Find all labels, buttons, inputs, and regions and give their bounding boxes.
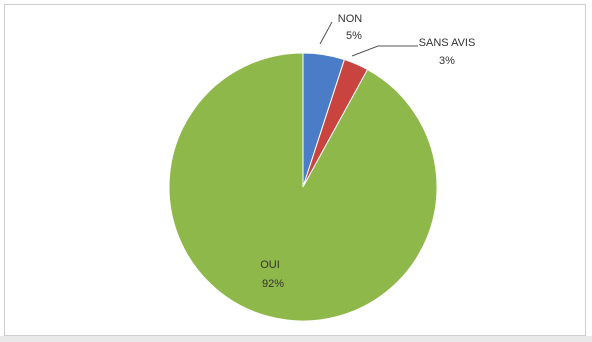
slice-label-oui: OUI [260,259,280,271]
bottom-band [0,336,592,342]
slice-value-oui: 92% [262,278,284,290]
slice-label-non: NON [338,13,363,25]
slice-label-sans-avis: SANS AVIS [419,37,476,49]
leader-line-non [319,21,333,45]
leader-line-sans-avis [351,45,418,57]
pie-slice-oui [168,52,438,322]
slice-value-non: 5% [346,30,362,42]
slice-value-sans-avis: 3% [439,55,455,67]
pie-slices [168,52,438,322]
